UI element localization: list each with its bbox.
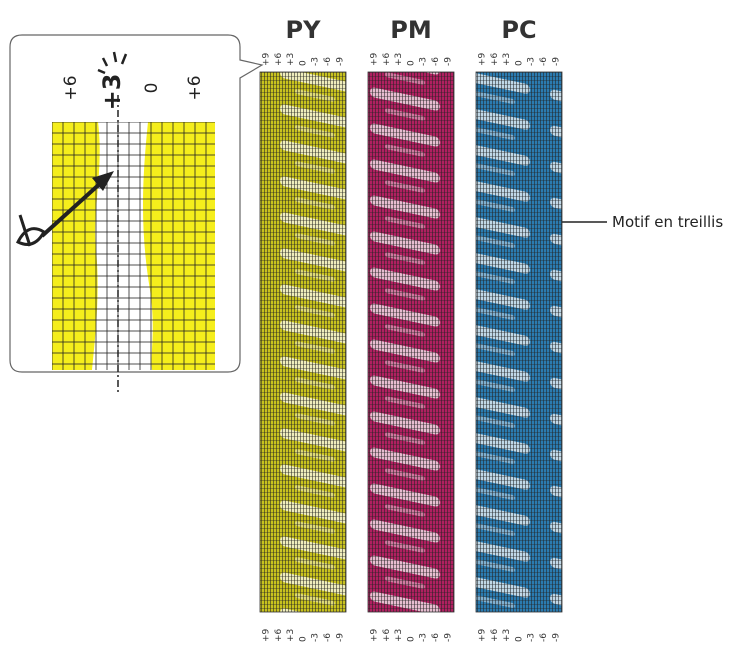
scale-label: 0 (514, 636, 524, 642)
scale-label: -9 (551, 57, 561, 66)
strip-title: PC (501, 16, 536, 44)
scale-label: -9 (443, 633, 453, 642)
scale-label: -6 (539, 633, 549, 642)
inset-label: +3 (98, 74, 126, 111)
scale-label: +6 (490, 52, 500, 66)
scale-label: +3 (286, 53, 296, 66)
scale-label: +9 (370, 52, 380, 66)
scale-label: -6 (431, 633, 441, 642)
scale-label: +9 (262, 628, 272, 642)
scale-label: +6 (274, 628, 284, 642)
inset-grid (52, 122, 215, 370)
scale-label: +6 (490, 628, 500, 642)
scale-label: +3 (286, 629, 296, 642)
scale-label: -6 (539, 57, 549, 66)
scale-label: -3 (527, 57, 537, 66)
strip-grid (259, 71, 347, 613)
scale-label: 0 (298, 636, 308, 642)
scale-label: -6 (323, 57, 333, 66)
sparkle (97, 51, 128, 75)
scale-label: +3 (394, 629, 404, 642)
scale-label: +9 (262, 52, 272, 66)
scale-label: -3 (311, 633, 321, 642)
callout-label: Motif en treillis (612, 213, 723, 231)
scale-label: +6 (382, 52, 392, 66)
inset-label: +6 (185, 75, 205, 100)
strip-title: PY (286, 16, 322, 44)
scale-label: -9 (443, 57, 453, 66)
scale-label: +3 (502, 53, 512, 66)
scale-label: 0 (514, 60, 524, 66)
inset-label: +6 (61, 75, 81, 100)
scale-label: 0 (406, 60, 416, 66)
scale-label: -6 (431, 57, 441, 66)
scale-label: +9 (478, 52, 488, 66)
scale-label: +6 (274, 52, 284, 66)
arrow-head (92, 171, 114, 191)
inset-label: 0 (142, 83, 162, 94)
scale-label: +9 (370, 628, 380, 642)
strip-title: PM (390, 16, 431, 44)
scale-label: 0 (406, 636, 416, 642)
eye-icon (15, 214, 47, 247)
strip-grid (367, 71, 455, 613)
scale-label: -3 (419, 57, 429, 66)
scale-label: +9 (478, 628, 488, 642)
scale-label: -9 (335, 633, 345, 642)
scale-label: -6 (323, 633, 333, 642)
arrow (40, 178, 106, 238)
scale-label: +3 (394, 53, 404, 66)
scale-label: -3 (527, 633, 537, 642)
strip-grid (475, 71, 563, 613)
scale-label: 0 (298, 60, 308, 66)
scale-label: -3 (311, 57, 321, 66)
scale-label: +6 (382, 628, 392, 642)
scale-label: -9 (335, 57, 345, 66)
scale-label: -9 (551, 633, 561, 642)
scale-label: -3 (419, 633, 429, 642)
scale-label: +3 (502, 629, 512, 642)
inset (9, 34, 264, 392)
